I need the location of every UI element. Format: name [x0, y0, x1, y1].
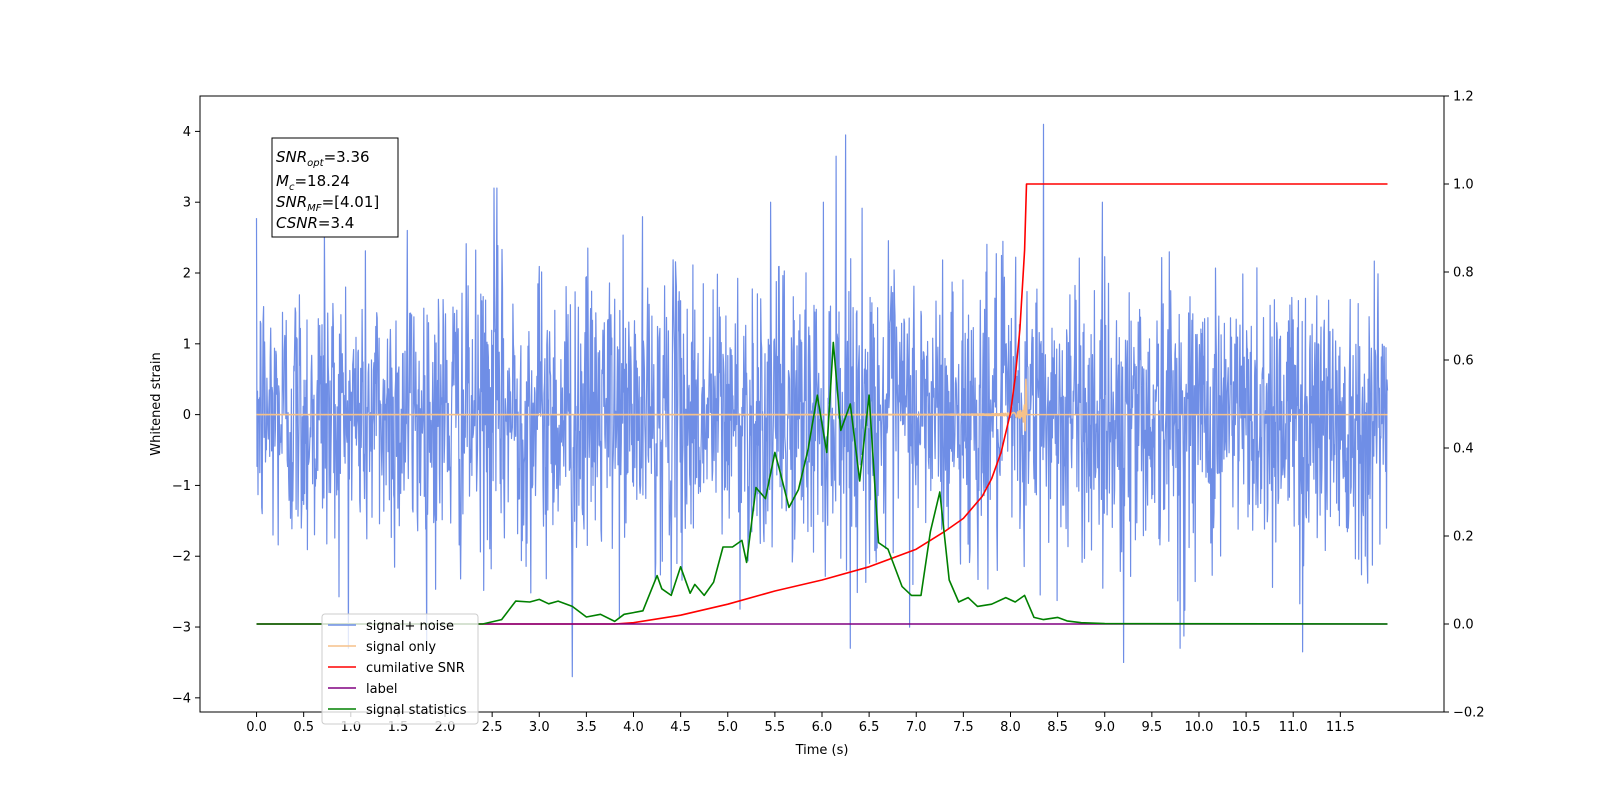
- y-left-tick-label: 4: [183, 125, 191, 140]
- series-signal-only: [256, 378, 1388, 432]
- legend-label-signal-only: signal only: [366, 640, 436, 655]
- y-axis-right: 1.2 1.0 0.8 0.6 0.4 0.2 0.0 −0.2: [1444, 90, 1485, 721]
- legend: signal+ noise signal only cumilative SNR…: [321, 613, 479, 725]
- y-right-tick-label: 0.8: [1453, 266, 1474, 281]
- snr-opt-annotation: SNRopt=3.36: [276, 148, 370, 169]
- annotation-frame: [271, 137, 399, 238]
- y-axis-label: Whitened strain: [149, 352, 164, 455]
- y-left-tick-label: −1: [172, 479, 191, 494]
- y-right-tick-label: 0.0: [1453, 618, 1474, 633]
- x-tick-label: 6.0: [812, 720, 833, 735]
- y-left-tick-label: −3: [172, 621, 191, 636]
- x-tick-label: 0.5: [293, 720, 314, 735]
- x-tick-label: 6.5: [859, 720, 880, 735]
- series-signal-noise: [255, 123, 1389, 678]
- x-axis-label: Time (s): [795, 743, 849, 758]
- annotation-box: SNRopt=3.36 Mc=18.24 SNRMF=[4.01] CSNR=3…: [271, 137, 399, 238]
- y-left-tick-label: −4: [172, 691, 191, 706]
- y-right-tick-label: 0.6: [1453, 354, 1474, 369]
- x-tick-label: 5.5: [765, 720, 786, 735]
- x-tick-label: 11.5: [1326, 720, 1355, 735]
- x-tick-label: 0.0: [246, 720, 267, 735]
- y-right-tick-label: 0.2: [1453, 530, 1474, 545]
- x-tick-label: 10.5: [1232, 720, 1261, 735]
- x-tick-label: 7.0: [906, 720, 927, 735]
- x-tick-label: 8.5: [1047, 720, 1068, 735]
- x-tick-label: 3.0: [529, 720, 550, 735]
- series-signal-statistics: [256, 341, 1388, 625]
- x-tick-label: 8.0: [1000, 720, 1021, 735]
- legend-label-signal-statistics: signal statistics: [366, 703, 467, 718]
- x-tick-label: 10.0: [1184, 720, 1213, 735]
- x-tick-label: 2.5: [482, 720, 503, 735]
- y-axis-left: 4 3 2 1 0 −1 −2 −3 −4: [172, 125, 200, 706]
- y-right-tick-label: 0.4: [1453, 442, 1474, 457]
- mc-annotation: Mc=18.24: [276, 172, 350, 193]
- y-left-tick-label: 0: [183, 408, 191, 423]
- x-tick-label: 5.0: [717, 720, 738, 735]
- y-right-tick-label: 1.2: [1453, 90, 1474, 105]
- legend-label-cumulative-snr: cumilative SNR: [366, 661, 465, 676]
- x-tick-label: 3.5: [576, 720, 597, 735]
- series-cumilative-snr: [256, 183, 1388, 625]
- y-left-tick-label: 3: [183, 196, 191, 211]
- x-tick-label: 9.0: [1094, 720, 1115, 735]
- x-tick-label: 11.0: [1279, 720, 1308, 735]
- plot-area: [255, 123, 1389, 678]
- snr-mf-annotation: SNRMF=[4.01]: [276, 193, 379, 214]
- y-right-tick-label: 1.0: [1453, 178, 1474, 193]
- x-tick-label: 4.5: [670, 720, 691, 735]
- legend-frame: [321, 613, 479, 725]
- legend-label-signal-noise: signal+ noise: [366, 619, 454, 634]
- y-left-tick-label: 1: [183, 337, 191, 352]
- x-tick-label: 9.5: [1142, 720, 1163, 735]
- csnr-annotation: CSNR=3.4: [276, 214, 354, 232]
- legend-label-label: label: [366, 682, 397, 697]
- y-right-tick-label: −0.2: [1453, 706, 1485, 721]
- x-tick-label: 4.0: [623, 720, 644, 735]
- y-left-tick-label: 2: [183, 267, 191, 282]
- y-left-tick-label: −2: [172, 550, 191, 565]
- x-tick-label: 7.5: [953, 720, 974, 735]
